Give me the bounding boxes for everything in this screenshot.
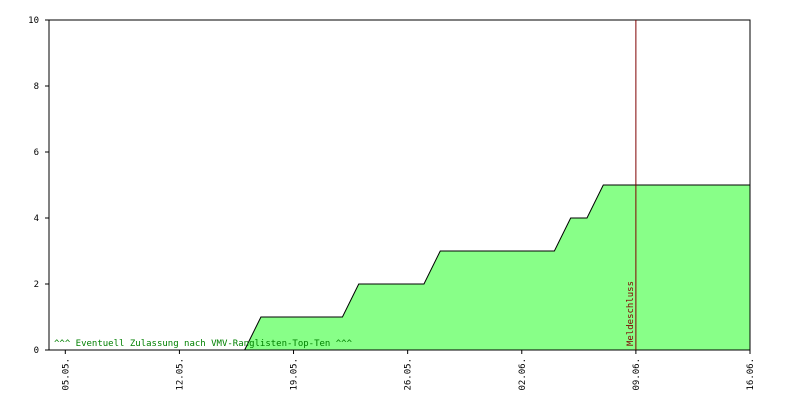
x-tick-label: 12.05. (175, 358, 185, 391)
y-tick-label: 6 (34, 148, 39, 158)
x-tick-label: 19.05. (290, 358, 300, 391)
y-tick-label: 2 (34, 280, 39, 290)
x-tick-label: 02.06. (518, 358, 528, 391)
y-tick-label: 10 (28, 16, 39, 26)
y-tick-label: 8 (34, 82, 39, 92)
area-line (49, 184, 750, 351)
x-tick-label: 09.06. (632, 358, 642, 391)
annotation: ^^^ Eventuell Zulassung nach VMV-Ranglis… (54, 339, 353, 349)
deadline-label: Meldeschluss (626, 281, 636, 346)
plot-frame (48, 19, 751, 351)
y-tick-label: 0 (34, 346, 39, 356)
y-tick-label: 4 (34, 214, 39, 224)
x-tick-label: 16.06. (746, 358, 756, 391)
x-tick-label: 05.05. (61, 358, 71, 391)
x-tick-label: 26.05. (404, 358, 414, 391)
area-fill (49, 185, 750, 350)
